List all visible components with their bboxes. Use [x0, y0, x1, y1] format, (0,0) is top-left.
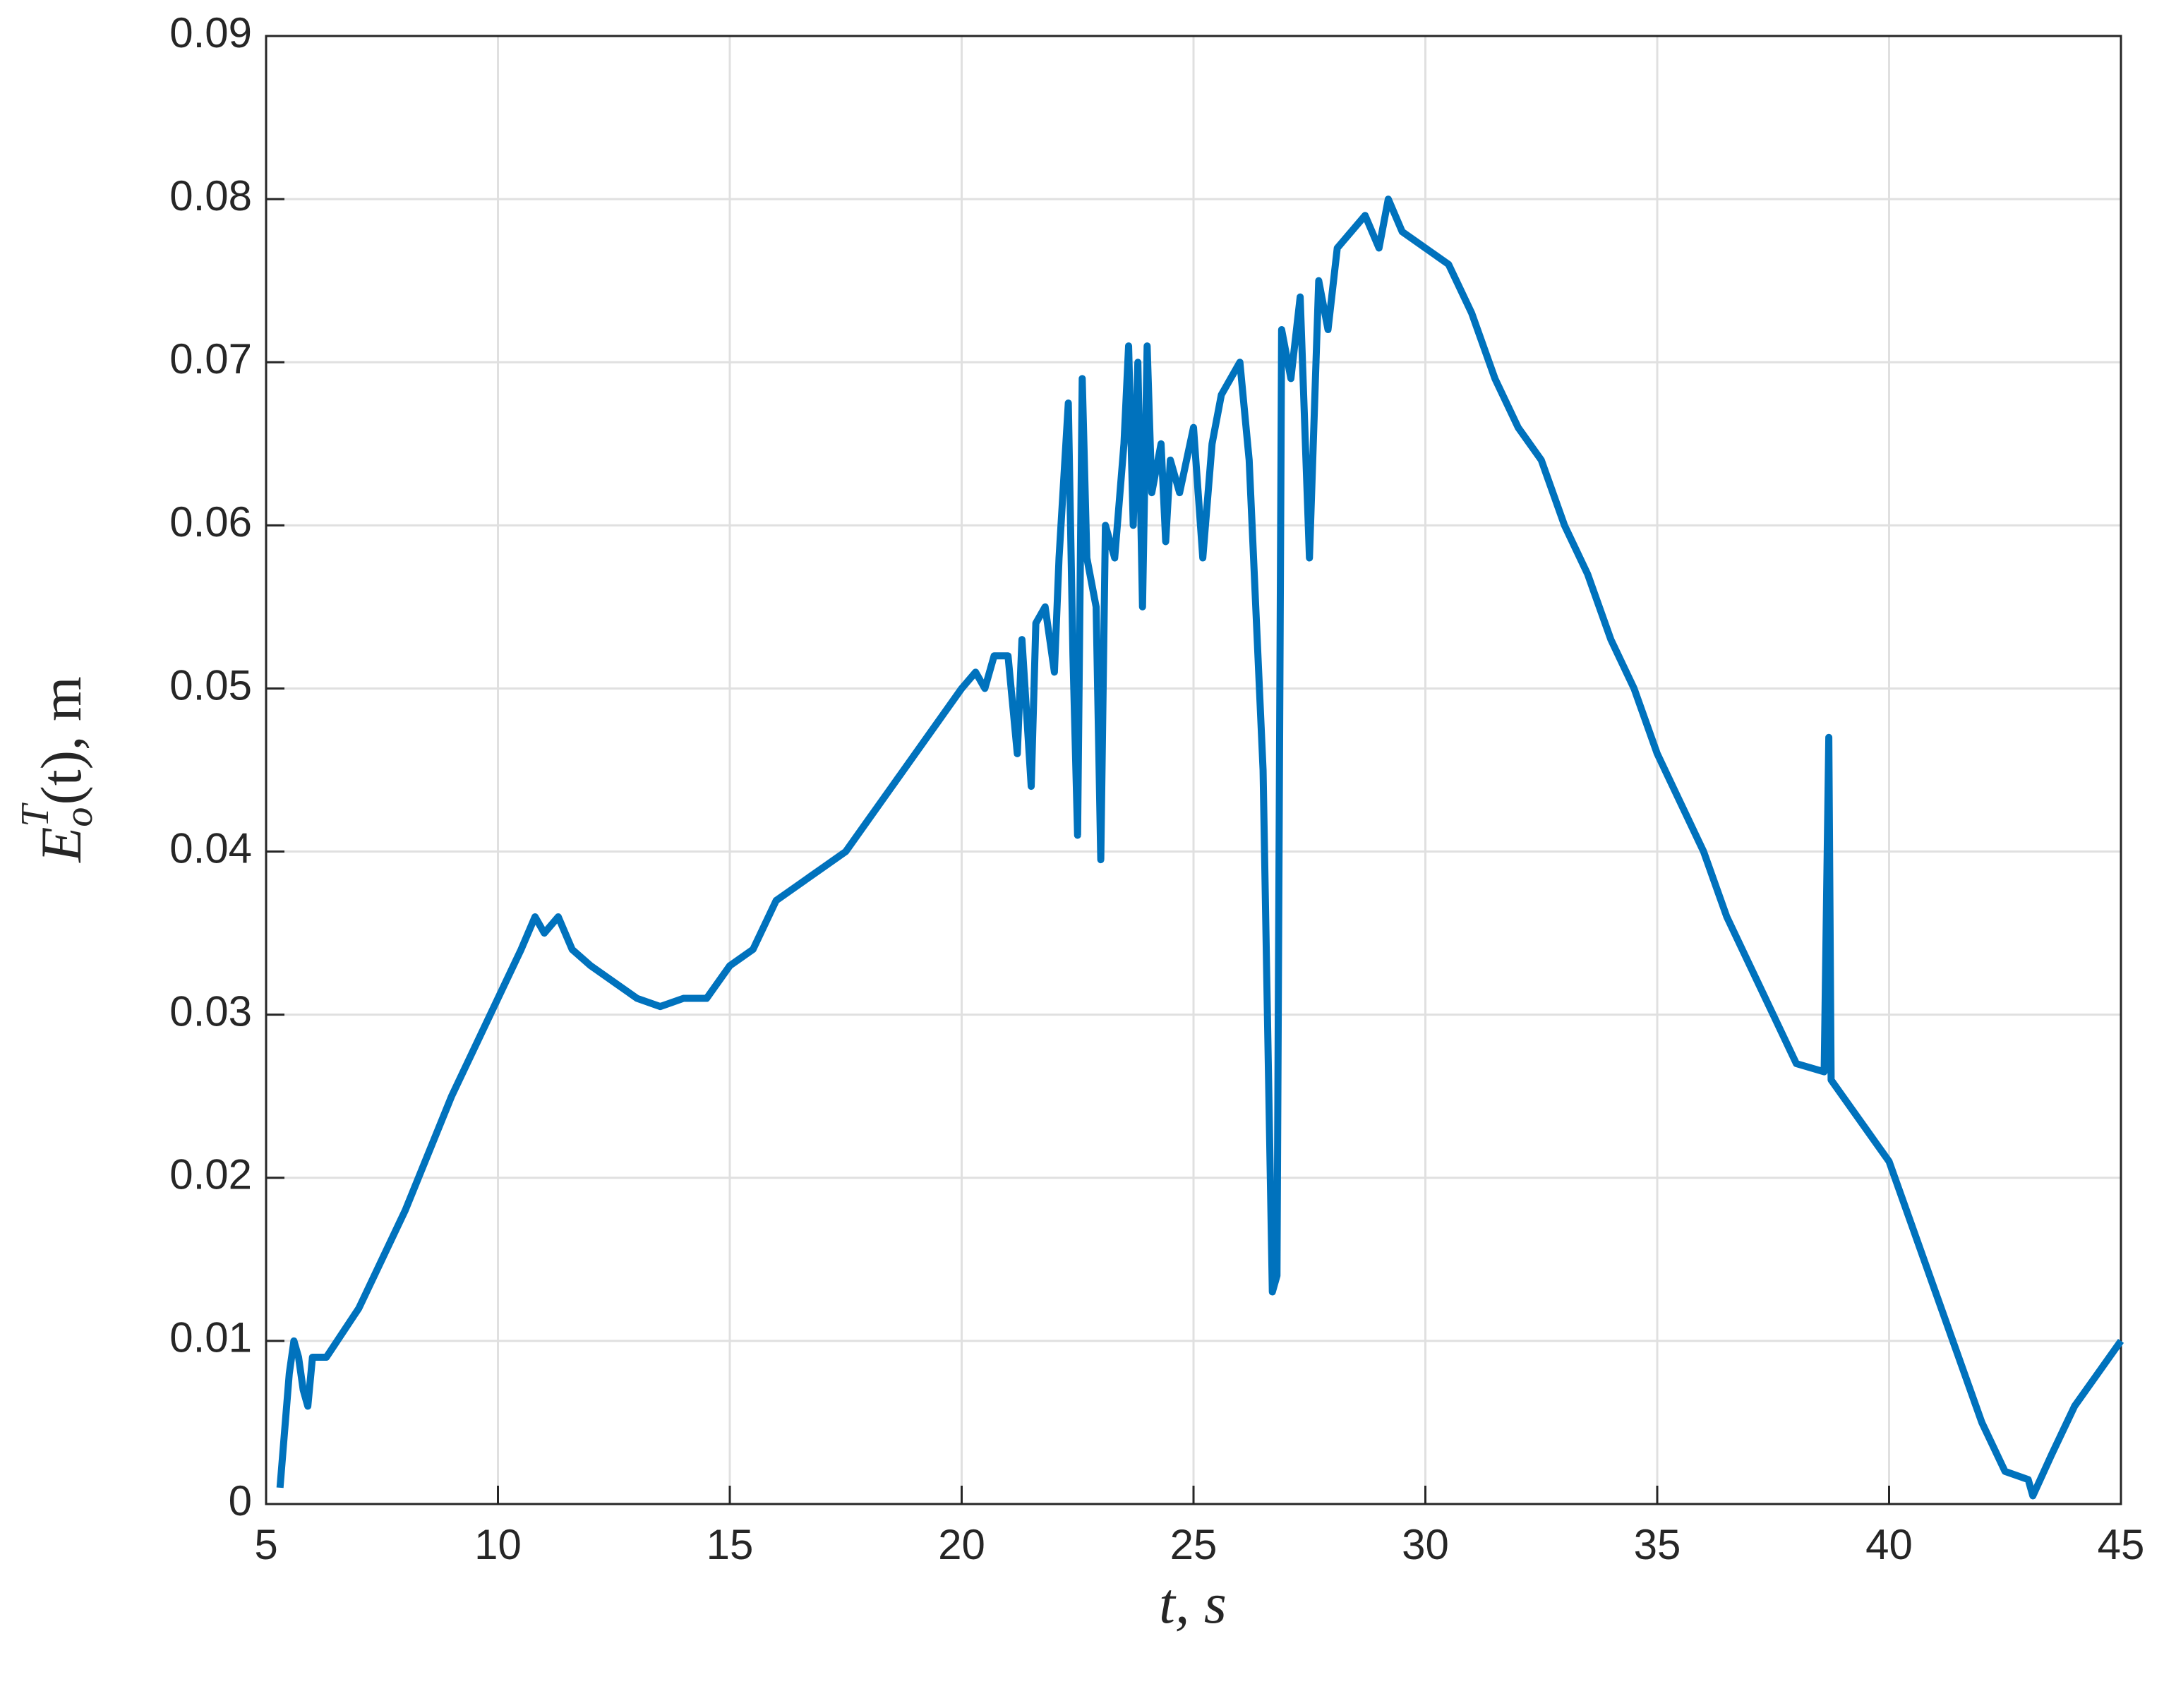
data-line: [276, 196, 2124, 1500]
y-tick-label: 0.08: [169, 172, 252, 219]
x-tick-label: 15: [707, 1521, 754, 1568]
y-tick-label: 0.09: [169, 9, 252, 56]
x-tick-label: 5: [254, 1521, 277, 1568]
x-axis-label: t, s: [1159, 1571, 1227, 1635]
x-tick-label: 10: [474, 1521, 522, 1568]
x-tick-label: 40: [1865, 1521, 1913, 1568]
y-tick-label: 0.04: [169, 824, 252, 872]
y-tick-label: 0.03: [169, 988, 252, 1035]
axes-box: [265, 35, 2122, 1505]
y-label-rest: (t), m: [29, 676, 93, 805]
y-label-base: E: [29, 827, 93, 863]
x-tick-label: 20: [938, 1521, 985, 1568]
y-label-sub: o: [57, 807, 101, 827]
x-tick-label: 35: [1634, 1521, 1681, 1568]
x-tick-label: 45: [2098, 1521, 2145, 1568]
y-tick-label: 0.06: [169, 498, 252, 546]
y-tick-label: 0.07: [169, 335, 252, 383]
y-tick-label: 0: [229, 1477, 252, 1524]
x-tick-label: 25: [1170, 1521, 1218, 1568]
y-tick-label: 0.01: [169, 1314, 252, 1361]
y-label-sup: T: [13, 802, 57, 827]
y-axis-label-text: EoT(t), m: [13, 676, 101, 862]
x-tick-label: 30: [1402, 1521, 1449, 1568]
y-tick-label: 0.05: [169, 661, 252, 709]
y-axis-label: EoT(t), m: [13, 676, 101, 862]
y-tick-label: 0.02: [169, 1151, 252, 1198]
